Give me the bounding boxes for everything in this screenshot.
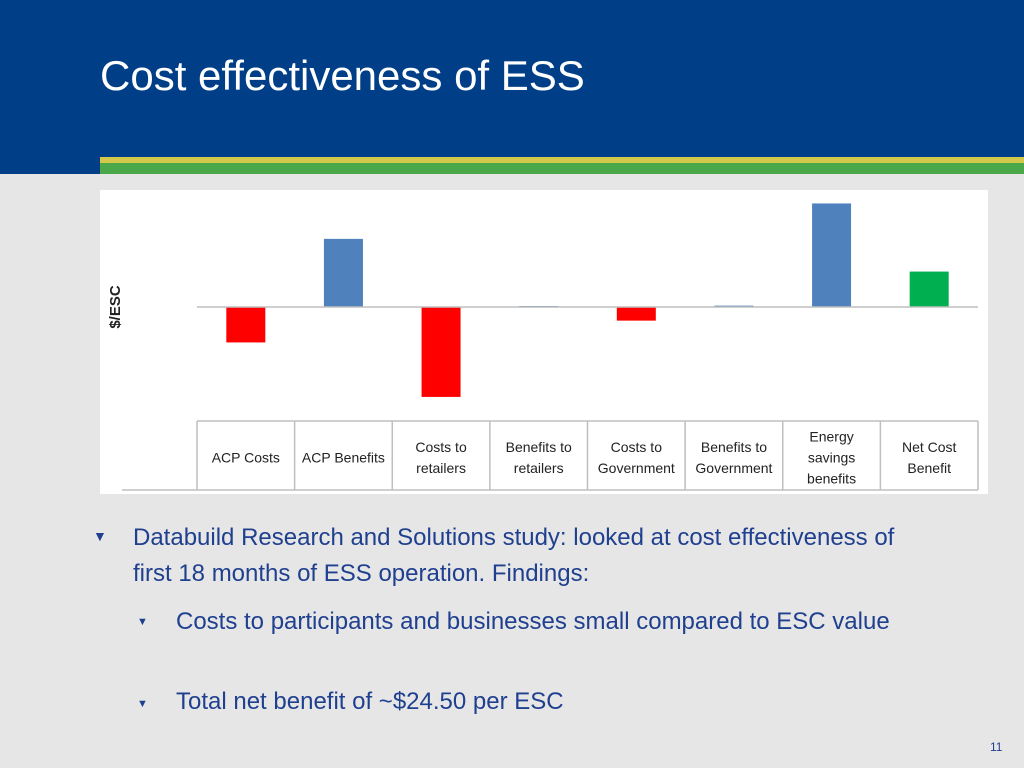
- bullet-2: Costs to participants and businesses sma…: [176, 608, 890, 635]
- category-label: Benefit: [907, 460, 951, 476]
- bar-3: [421, 307, 461, 397]
- category-label: Government: [695, 460, 772, 476]
- category-label: savings: [808, 450, 855, 466]
- category-label: Energy: [809, 429, 853, 445]
- bar-2: [323, 238, 363, 307]
- category-label: benefits: [807, 471, 856, 487]
- category-label: Costs to: [611, 439, 663, 455]
- bar-8: [909, 271, 949, 307]
- category-label: Government: [598, 460, 675, 476]
- chart-panel: $/ESC ACP Costs ACP Benefits Costs to retail…: [100, 190, 988, 494]
- bar-5: [616, 307, 656, 321]
- header-stripe-yellow: [100, 157, 1024, 163]
- category-label: ACP Costs: [212, 450, 280, 466]
- bar-7: [812, 203, 852, 307]
- slide-title: Cost effectiveness of ESS: [100, 52, 585, 99]
- header-stripe-blue: [0, 157, 100, 174]
- category-label: retailers: [514, 460, 564, 476]
- category-label: Costs to: [415, 439, 467, 455]
- bullet-marker-icon: ▼: [93, 528, 107, 544]
- bullet-marker-icon: ▼: [137, 698, 148, 710]
- bullet-1: Databuild Research and Solutions study: …: [133, 524, 895, 587]
- category-label: Benefits to: [701, 439, 767, 455]
- y-axis-label: $/ESC: [107, 285, 124, 329]
- header-stripe-green: [100, 163, 1024, 174]
- bar-1: [226, 307, 266, 343]
- category-label: ACP Benefits: [302, 450, 385, 466]
- slide-header: [0, 0, 1024, 157]
- bullet-3: Total net benefit of ~$24.50 per ESC: [176, 688, 564, 715]
- page-number: 11: [990, 740, 1003, 754]
- bullet-marker-icon: ▼: [137, 616, 148, 628]
- bar-chart: $/ESC ACP Costs ACP Benefits Costs to retail…: [107, 203, 979, 491]
- category-label: Benefits to: [506, 439, 572, 455]
- category-label: retailers: [416, 460, 466, 476]
- category-label: Net Cost: [902, 439, 957, 455]
